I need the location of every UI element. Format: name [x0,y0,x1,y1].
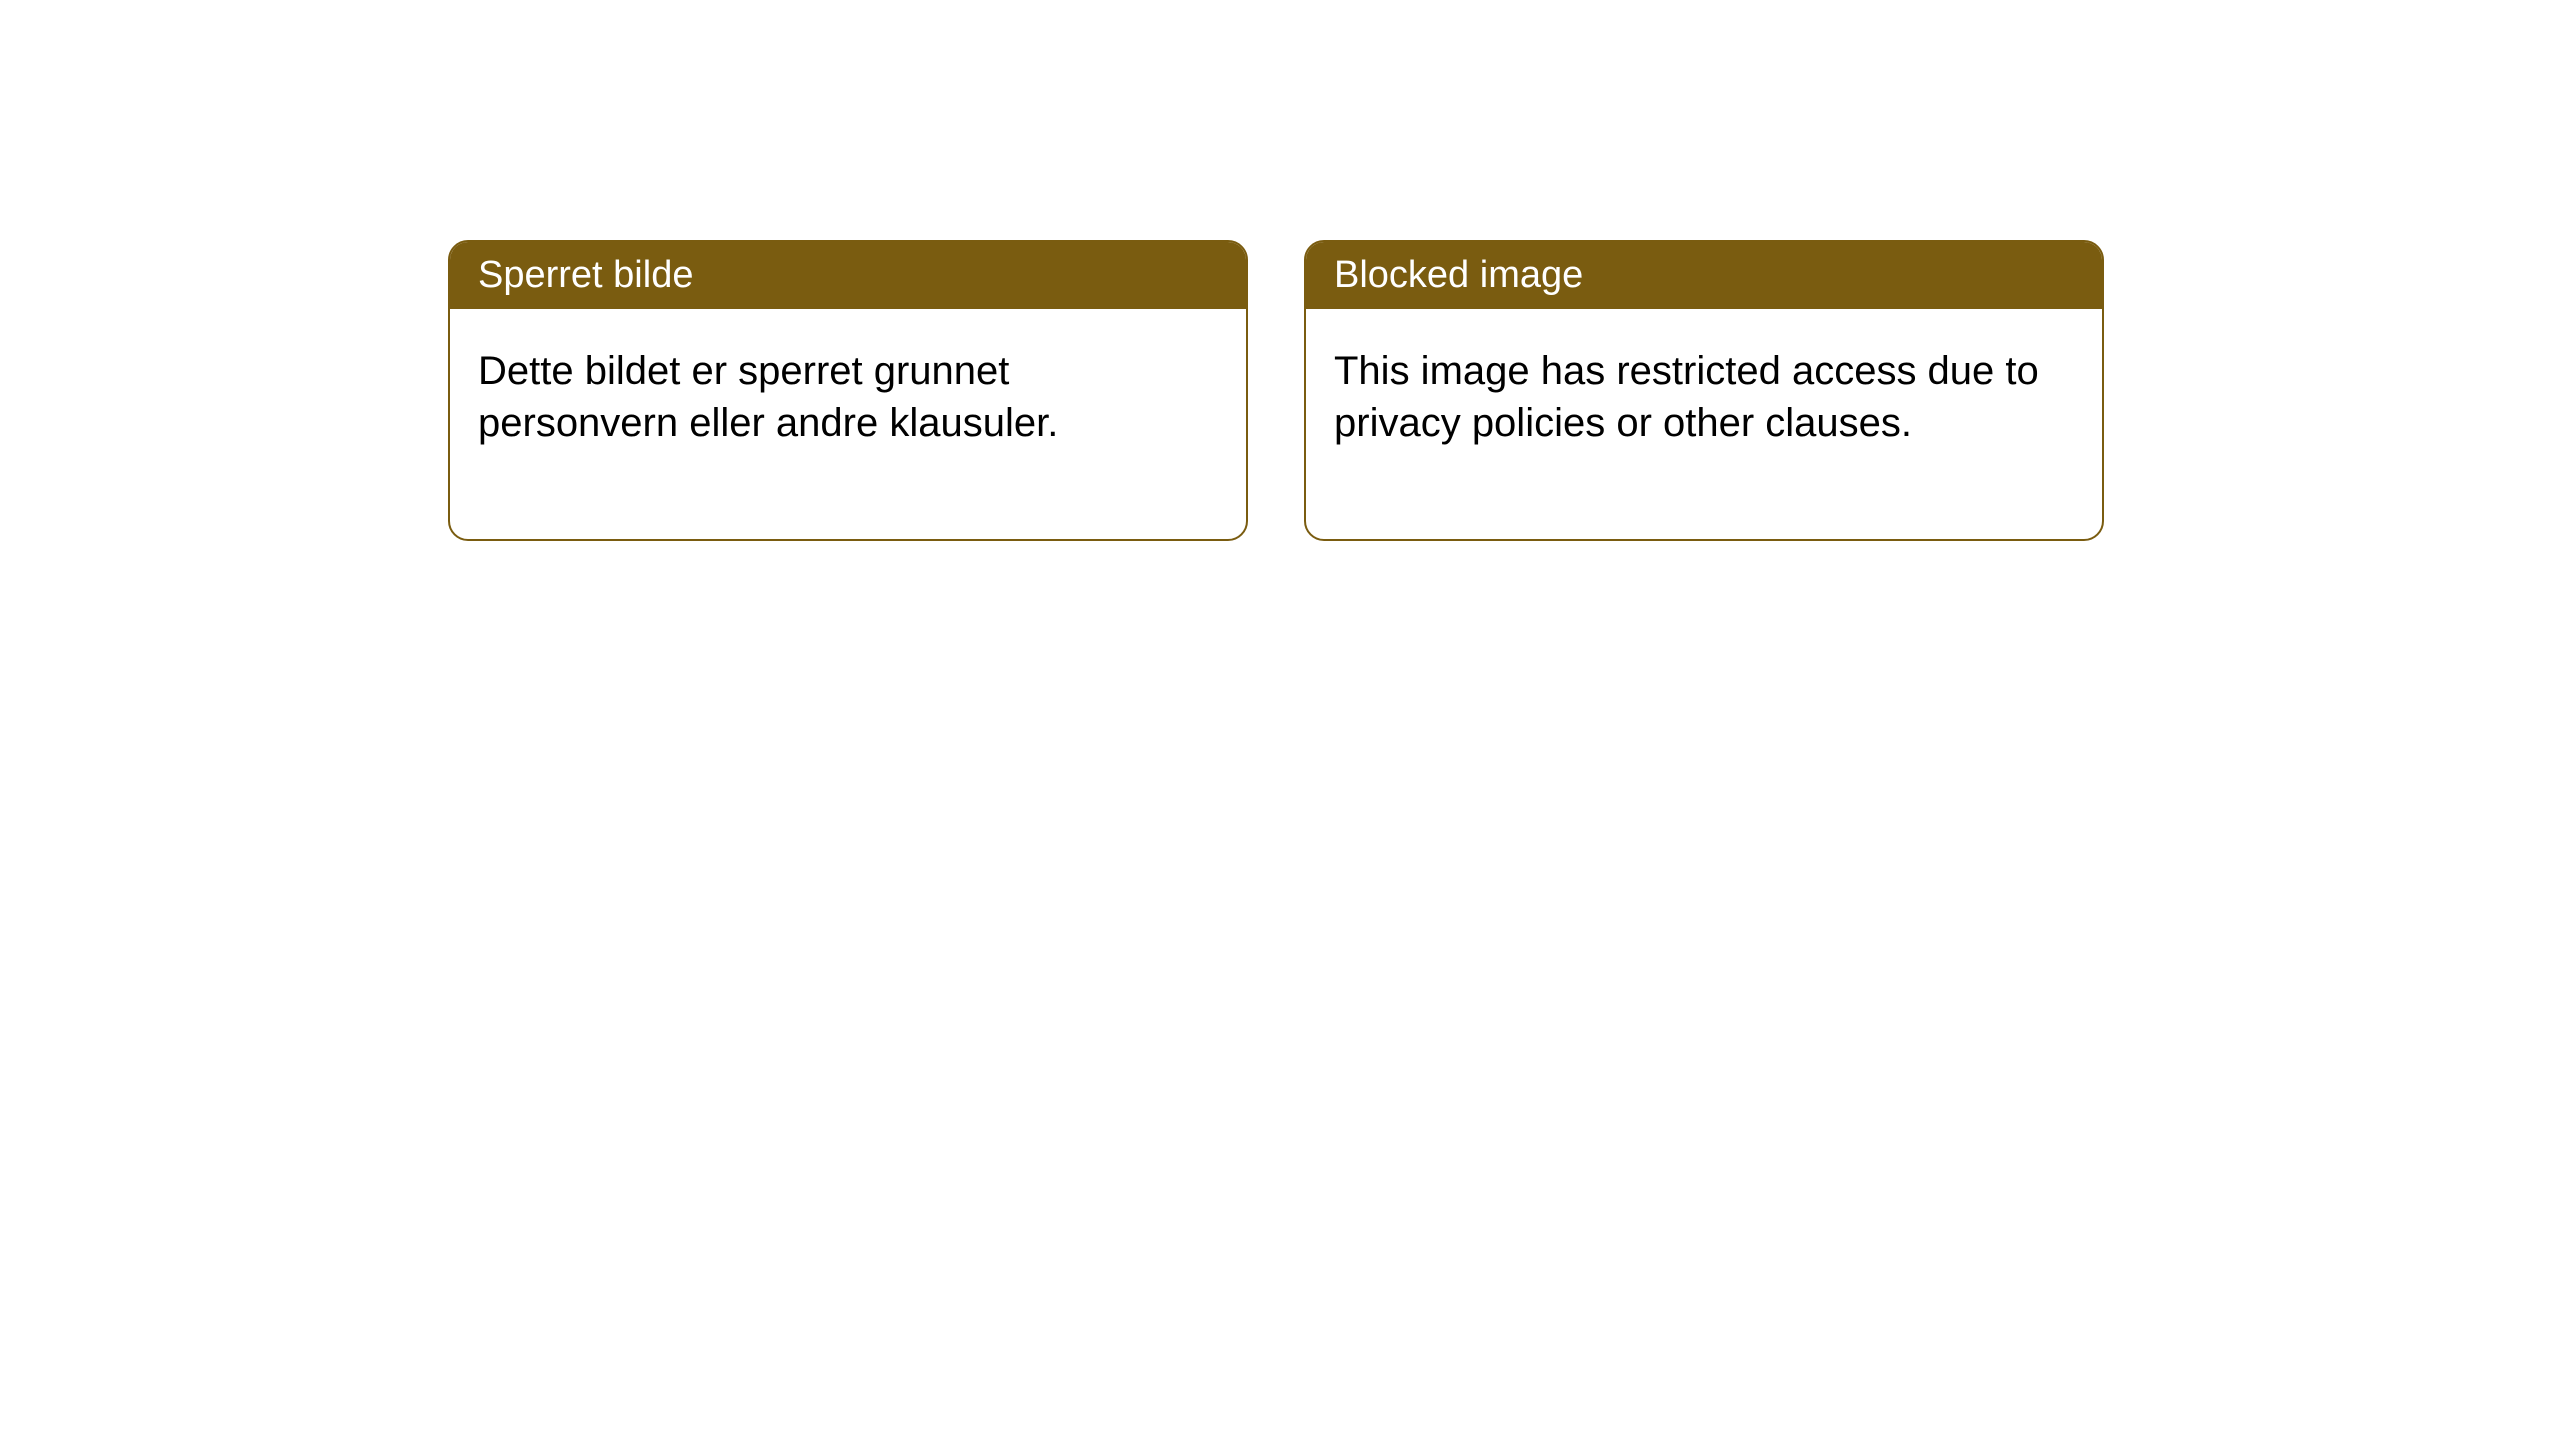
notice-card-norwegian: Sperret bilde Dette bildet er sperret gr… [448,240,1248,541]
notice-header: Sperret bilde [450,242,1246,309]
notice-body: This image has restricted access due to … [1306,309,2102,539]
notices-container: Sperret bilde Dette bildet er sperret gr… [448,240,2104,541]
notice-card-english: Blocked image This image has restricted … [1304,240,2104,541]
notice-body: Dette bildet er sperret grunnet personve… [450,309,1246,539]
notice-header: Blocked image [1306,242,2102,309]
